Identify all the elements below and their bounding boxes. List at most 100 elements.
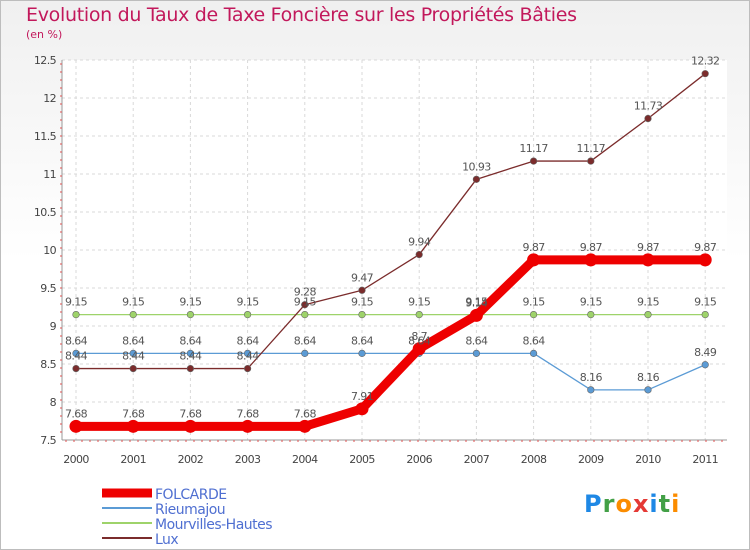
data-point bbox=[69, 419, 83, 433]
proxiti-logo: Proxiti bbox=[584, 490, 680, 518]
legend-label: Rieumajou bbox=[155, 502, 225, 518]
data-label: 9.15 bbox=[637, 296, 660, 309]
data-point bbox=[244, 364, 252, 373]
y-tick-label: 10 bbox=[43, 244, 56, 257]
data-label: 11.17 bbox=[577, 142, 606, 155]
data-label: 9.15 bbox=[408, 296, 431, 309]
data-point bbox=[186, 311, 194, 319]
data-point bbox=[358, 286, 366, 294]
data-point bbox=[183, 419, 197, 433]
series-line-lux bbox=[75, 73, 706, 370]
data-label: 8.64 bbox=[122, 334, 145, 347]
data-point bbox=[587, 386, 595, 394]
data-point bbox=[644, 114, 652, 123]
logo-letter: o bbox=[615, 490, 633, 518]
y-tick-label: 11.5 bbox=[34, 130, 57, 143]
data-point bbox=[472, 349, 481, 357]
data-label: 9.15 bbox=[351, 296, 374, 309]
data-point bbox=[186, 364, 194, 373]
x-tick-label: 2005 bbox=[349, 453, 375, 466]
data-point bbox=[529, 157, 538, 165]
data-label: 10.93 bbox=[462, 160, 491, 173]
data-point bbox=[298, 419, 312, 433]
data-point bbox=[701, 70, 709, 78]
data-label: 8.64 bbox=[179, 334, 202, 347]
chart-title: Evolution du Taux de Taxe Foncière sur l… bbox=[26, 4, 577, 26]
data-label: 9.15 bbox=[122, 296, 145, 309]
y-tick-label: 12.5 bbox=[34, 54, 57, 67]
data-label: 8.44 bbox=[179, 350, 202, 363]
data-point bbox=[529, 349, 538, 357]
x-tick-label: 2001 bbox=[120, 453, 146, 466]
data-label: 8.64 bbox=[65, 334, 88, 347]
data-label: 9.15 bbox=[523, 296, 546, 309]
data-label: 11.73 bbox=[634, 100, 663, 113]
logo-letter: x bbox=[632, 490, 650, 518]
data-point bbox=[469, 308, 483, 322]
logo-letter: r bbox=[602, 490, 616, 518]
data-point bbox=[587, 157, 595, 165]
data-label: 7.68 bbox=[65, 407, 88, 420]
y-tick-label: 12 bbox=[43, 92, 56, 105]
data-point bbox=[241, 419, 255, 433]
data-point bbox=[244, 349, 252, 357]
data-point bbox=[358, 311, 366, 319]
data-point bbox=[186, 349, 194, 357]
data-point bbox=[587, 311, 595, 319]
data-point bbox=[244, 311, 252, 319]
data-label: 12.32 bbox=[691, 55, 720, 68]
series-line-folcarde bbox=[71, 255, 710, 431]
data-label: 9.15 bbox=[580, 296, 603, 309]
data-label: 7.68 bbox=[237, 407, 260, 420]
y-tick-label: 8.5 bbox=[40, 358, 56, 371]
data-label: 8.64 bbox=[408, 334, 431, 347]
data-point bbox=[701, 311, 709, 319]
data-label: 9.15 bbox=[694, 296, 717, 309]
data-point bbox=[644, 386, 652, 394]
data-label: 9.15 bbox=[179, 296, 202, 309]
data-label: 9.14 bbox=[465, 296, 488, 309]
logo-letter: i bbox=[649, 490, 659, 518]
data-label: 9.15 bbox=[65, 296, 88, 309]
data-point bbox=[72, 364, 80, 373]
x-tick-label: 2002 bbox=[178, 453, 204, 466]
data-point bbox=[301, 301, 309, 309]
series-line-rieumajou bbox=[75, 352, 706, 391]
y-tick-label: 8 bbox=[50, 396, 57, 409]
chart-unit-label: (en %) bbox=[26, 28, 63, 41]
data-point bbox=[641, 253, 655, 267]
data-label: 9.15 bbox=[465, 296, 488, 309]
data-point bbox=[301, 311, 309, 319]
data-label: 9.87 bbox=[637, 241, 660, 254]
data-label: 9.15 bbox=[237, 296, 260, 309]
y-tick-label: 9.5 bbox=[40, 282, 56, 295]
data-label: 9.87 bbox=[580, 241, 603, 254]
data-label: 9.87 bbox=[523, 241, 546, 254]
data-point bbox=[412, 342, 426, 356]
data-point bbox=[358, 349, 366, 357]
data-label: 8.44 bbox=[65, 350, 88, 363]
data-point bbox=[129, 349, 137, 357]
y-tick-label: 11 bbox=[43, 168, 56, 181]
data-label: 8.44 bbox=[122, 350, 145, 363]
x-tick-label: 2003 bbox=[235, 453, 261, 466]
data-label: 11.17 bbox=[519, 142, 548, 155]
legend-label: Lux bbox=[155, 532, 178, 548]
x-tick-label: 2004 bbox=[292, 453, 318, 466]
data-point bbox=[644, 311, 652, 319]
data-point bbox=[72, 349, 80, 357]
legend-label: FOLCARDE bbox=[155, 487, 227, 503]
data-label: 8.7 bbox=[411, 330, 427, 343]
data-label: 8.44 bbox=[237, 350, 260, 363]
logo-letter: t bbox=[658, 490, 672, 518]
data-point bbox=[472, 175, 481, 183]
data-label: 8.64 bbox=[237, 334, 260, 347]
data-point bbox=[355, 402, 369, 416]
data-label: 8.64 bbox=[351, 334, 374, 347]
data-point bbox=[584, 253, 598, 267]
data-point bbox=[415, 250, 423, 259]
x-tick-label: 2008 bbox=[521, 453, 547, 466]
data-point bbox=[301, 349, 309, 357]
x-tick-label: 2007 bbox=[464, 453, 490, 466]
data-label: 8.16 bbox=[637, 371, 660, 384]
